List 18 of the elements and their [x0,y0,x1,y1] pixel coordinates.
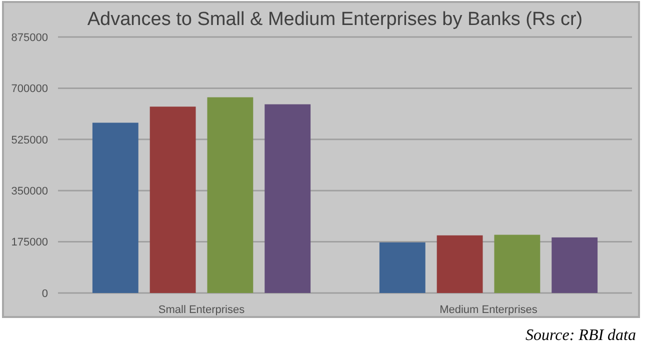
chart-title: Advances to Small & Medium Enterprises by Banks (Rs cr) [87,9,583,30]
y-tick-label: 700000 [11,83,48,96]
bar [436,235,483,293]
x-tick-label: Small Enterprises [158,304,246,316]
bar [264,104,311,293]
y-tick-label: 875000 [11,32,48,44]
x-tick-label: Medium Enterprises [440,304,538,316]
bar [92,122,138,293]
bar [150,106,196,293]
y-tick-label: 0 [42,288,48,300]
bar [207,97,254,293]
source-note: Source: RBI data [526,327,636,344]
bar [379,242,426,293]
y-tick-label: 525000 [11,134,48,146]
bar [494,234,540,293]
y-tick-label: 175000 [11,236,48,249]
bar [552,237,598,293]
y-tick-label: 350000 [11,185,48,198]
